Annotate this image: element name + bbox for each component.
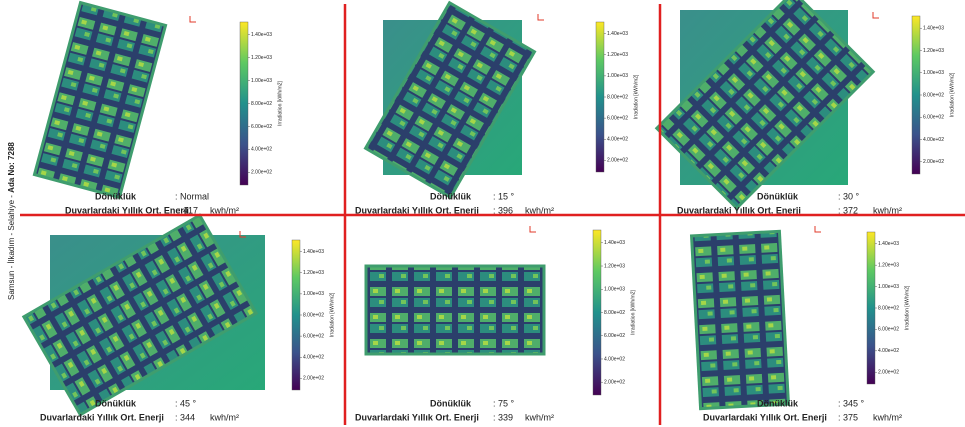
colorbar-tick-label: 2.00e+02 [303, 376, 324, 382]
colorbar-tick-label: 8.00e+02 [607, 94, 628, 100]
colorbar-tick-label: 1.40e+03 [607, 31, 628, 37]
parcel: Ada No: 7288 [7, 142, 16, 193]
map-blocks [368, 268, 543, 353]
colorbar-tick-label: 8.00e+02 [251, 101, 272, 107]
panel: 2.00e+02 4.00e+02 6.00e+02 8.00e+02 1.00e+03… [655, 0, 956, 215]
colorbar-tick-label: 8.00e+02 [604, 310, 625, 316]
colorbar-tick-label: 6.00e+02 [923, 115, 944, 121]
orientation-value: : 45 ° [175, 398, 197, 408]
colorbar-tick-label: 1.40e+03 [923, 26, 944, 32]
orientation-value: : 75 ° [493, 398, 515, 408]
colorbar-tick-label: 2.00e+02 [607, 158, 628, 164]
colorbar-tick-label: 1.00e+03 [251, 78, 272, 84]
colorbar-label: Irradiation [kWh/m2] [329, 292, 335, 337]
energy-unit: kwh/m² [873, 412, 902, 422]
energy-label: Duvarlardaki Yıllık Ort. Enerji [355, 412, 479, 422]
colorbar [912, 16, 920, 174]
colorbar-tick-label: 6.00e+02 [303, 333, 324, 339]
axis-symbol [190, 16, 196, 22]
energy-value: : 344 [175, 412, 195, 422]
colorbar-tick-label: 6.00e+02 [251, 124, 272, 130]
panel: 2.00e+02 4.00e+02 6.00e+02 8.00e+02 1.00e+03… [355, 1, 639, 216]
colorbar-label: Irradiation [kWh/m2] [949, 72, 955, 117]
map-blocks [693, 233, 787, 407]
colorbar-tick-label: 8.00e+02 [303, 312, 324, 318]
colorbar-tick-label: 4.00e+02 [604, 356, 625, 362]
orientation-value: : 345 ° [838, 398, 865, 408]
axis-symbol [530, 226, 536, 232]
colorbar-tick-label: 1.20e+03 [607, 52, 628, 58]
colorbar-label: Irradiation [kWh/m2] [633, 74, 639, 119]
energy-unit: kwh/m² [525, 412, 554, 422]
colorbar-tick-label: 4.00e+02 [607, 137, 628, 143]
place: Samsun - İlkadım - Selahiye - [7, 195, 16, 300]
orientation-value: : 30 ° [838, 191, 860, 201]
colorbar-tick-label: 6.00e+02 [604, 333, 625, 339]
colorbar-tick-label: 1.20e+03 [923, 48, 944, 54]
orientation-label: Dönüklük [430, 398, 472, 408]
colorbar-tick-label: 4.00e+02 [923, 137, 944, 143]
orientation-label: Dönüklük [757, 191, 799, 201]
orientation-label: Dönüklük [95, 191, 137, 201]
colorbar-tick-label: 1.40e+03 [303, 249, 324, 255]
panel: 2.00e+02 4.00e+02 6.00e+02 8.00e+02 1.00e+03… [355, 226, 636, 422]
orientation-value: : 15 ° [493, 191, 515, 201]
colorbar-tick-label: 2.00e+02 [251, 170, 272, 176]
energy-value: : 375 [838, 412, 858, 422]
colorbar-tick-label: 4.00e+02 [303, 355, 324, 361]
colorbar-tick-label: 1.20e+03 [303, 270, 324, 276]
orientation-label: Dönüklük [757, 398, 799, 408]
energy-label: Duvarlardaki Yıllık Ort. Enerji [703, 412, 827, 422]
colorbar-tick-label: 2.00e+02 [923, 159, 944, 165]
energy-value: : 339 [493, 412, 513, 422]
colorbar-label: Irradiation [kWh/m2] [904, 285, 910, 330]
orientation-value: : Normal [175, 191, 209, 201]
colorbar-tick-label: 6.00e+02 [607, 115, 628, 121]
irradiation-map [690, 230, 790, 411]
colorbar-tick-label: 8.00e+02 [878, 305, 899, 311]
colorbar-tick-label: 4.00e+02 [878, 348, 899, 354]
irradiation-map [33, 1, 168, 199]
axis-symbol [815, 226, 821, 232]
colorbar-tick-label: 2.00e+02 [878, 370, 899, 376]
orientation-label: Dönüklük [430, 191, 472, 201]
side-label: Samsun - İlkadım - Selahiye - Ada No: 72… [7, 142, 16, 300]
colorbar-label: Irradiation [kWh/m2] [630, 290, 636, 335]
panels: 2.00e+02 4.00e+02 6.00e+02 8.00e+02 1.00e+03… [22, 0, 956, 422]
colorbar [596, 22, 604, 172]
orientation-label: Dönüklük [95, 398, 137, 408]
colorbar-label: Irradiation [kWh/m2] [277, 81, 283, 126]
irradiation-map [365, 265, 546, 356]
colorbar-tick-label: 8.00e+02 [923, 92, 944, 98]
colorbar-tick-label: 1.20e+03 [878, 263, 899, 269]
colorbar-tick-label: 2.00e+02 [604, 380, 625, 386]
colorbar-tick-label: 1.00e+03 [607, 73, 628, 79]
colorbar-tick-label: 1.40e+03 [604, 240, 625, 246]
colorbar-tick-label: 1.40e+03 [251, 32, 272, 38]
colorbar [240, 22, 248, 185]
energy-label: Duvarlardaki Yıllık Ort. Enerji [40, 412, 164, 422]
figure: 2.00e+02 4.00e+02 6.00e+02 8.00e+02 1.00e+03… [0, 0, 965, 427]
colorbar-tick-label: 1.00e+03 [604, 287, 625, 293]
colorbar [292, 240, 300, 390]
colorbar-tick-label: 1.00e+03 [303, 291, 324, 297]
energy-unit: kwh/m² [210, 412, 239, 422]
panel: 2.00e+02 4.00e+02 6.00e+02 8.00e+02 1.00e+03… [22, 213, 336, 422]
axis-symbol [873, 12, 879, 18]
colorbar-tick-label: 4.00e+02 [251, 147, 272, 153]
colorbar-tick-label: 1.00e+03 [923, 70, 944, 76]
colorbar-tick-label: 1.20e+03 [604, 263, 625, 269]
colorbar-tick-label: 1.20e+03 [251, 55, 272, 61]
axis-symbol [538, 14, 544, 20]
colorbar [867, 232, 875, 384]
panel: 2.00e+02 4.00e+02 6.00e+02 8.00e+02 1.00e+03… [33, 1, 284, 216]
colorbar-tick-label: 6.00e+02 [878, 327, 899, 333]
colorbar [593, 230, 601, 395]
colorbar-tick-label: 1.40e+03 [878, 241, 899, 247]
panel: 2.00e+02 4.00e+02 6.00e+02 8.00e+02 1.00e+03… [690, 226, 910, 422]
colorbar-tick-label: 1.00e+03 [878, 284, 899, 290]
